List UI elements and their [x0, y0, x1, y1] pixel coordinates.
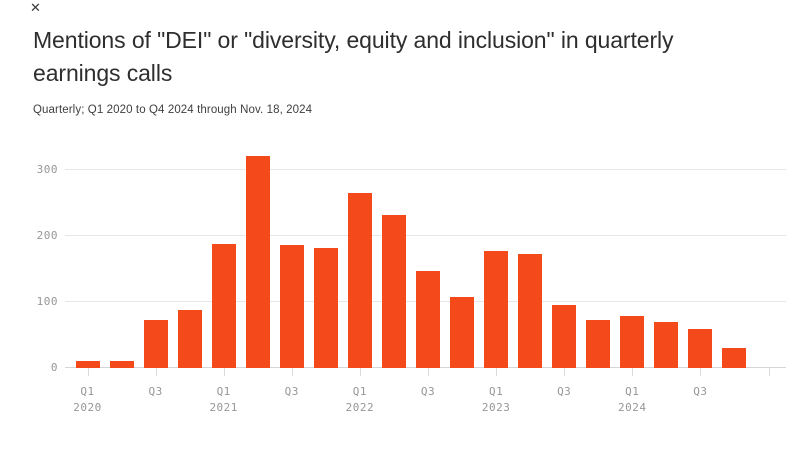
- y-tick-label-100: 100: [36, 294, 58, 308]
- x-tick-7: [564, 368, 566, 376]
- bar-q4-2024: [722, 347, 747, 368]
- x-tick-label-quarter-2: Q1: [216, 385, 231, 398]
- chart-subtitle: Quarterly; Q1 2020 to Q4 2024 through No…: [33, 104, 313, 116]
- x-tick-label-quarter-8: Q1: [625, 385, 640, 398]
- x-tick-label-quarter-3: Q3: [284, 385, 299, 398]
- bar-q4-2020: [177, 309, 202, 368]
- bar-q3-2022: [416, 270, 440, 368]
- x-tick-6: [496, 368, 498, 376]
- x-tick-10: [768, 368, 770, 376]
- bar-q2-2022: [381, 215, 406, 368]
- y-tick-label-0: 0: [50, 361, 58, 374]
- x-tick-label-year-2023: 2023: [481, 401, 511, 414]
- bar-q4-2022: [450, 297, 475, 368]
- x-tick-label-quarter-0: Q1: [80, 385, 95, 398]
- x-tick-4: [359, 368, 361, 376]
- bar-q2-2021: [245, 156, 270, 368]
- x-tick-5: [428, 368, 429, 376]
- y-tick-label-300: 300: [36, 162, 58, 176]
- gridline-y-300: [65, 168, 786, 170]
- x-tick-label-quarter-5: Q3: [420, 385, 436, 398]
- bar-q4-2021: [313, 248, 338, 368]
- bar-q3-2020: [143, 320, 168, 368]
- gridline-y-200: [65, 234, 786, 236]
- x-tick-1: [155, 368, 157, 376]
- x-tick-label-quarter-7: Q3: [557, 385, 572, 398]
- x-tick-0: [87, 368, 89, 376]
- bar-q3-2021: [279, 245, 304, 368]
- x-axis: Q1 2020 Q3 Q1 2021 Q3 Q1 2022 Q3 Q1 2023 Q3 Q1 2024 Q3: [0, 368, 800, 428]
- bar-q1-2023: [484, 251, 509, 368]
- x-tick-3: [291, 368, 293, 376]
- x-tick-label-quarter-6: Q1: [488, 385, 504, 398]
- bar-q4-2023: [586, 319, 611, 368]
- x-tick-2: [223, 368, 225, 376]
- close-icon[interactable]: ✕: [30, 1, 41, 16]
- bar-q3-2023: [552, 305, 577, 368]
- x-tick-label-quarter-1: Q3: [148, 385, 163, 398]
- x-tick-label-year-2021: 2021: [209, 401, 238, 414]
- y-tick-label-200: 200: [36, 228, 58, 242]
- bar-q3-2024: [688, 329, 713, 368]
- bar-q2-2024: [654, 322, 679, 368]
- bar-q1-2021: [211, 244, 236, 368]
- bar-q1-2020: [75, 361, 100, 368]
- x-tick-8: [632, 368, 634, 376]
- x-tick-label-year-2022: 2022: [345, 401, 375, 414]
- x-tick-label-year-2024: 2024: [618, 401, 647, 414]
- x-tick-label-quarter-4: Q1: [352, 385, 368, 398]
- x-tick-9: [700, 368, 702, 376]
- bar-q1-2024: [620, 316, 645, 368]
- bar-q2-2020: [109, 361, 134, 368]
- x-tick-label-year-2020: 2020: [73, 401, 102, 414]
- chart-title: Mentions of "DEI" or "diversity, equity …: [33, 27, 674, 86]
- x-tick-label-quarter-9: Q3: [693, 385, 708, 398]
- bar-q1-2022: [347, 192, 372, 368]
- bar-q2-2023: [518, 254, 543, 368]
- plot-area: 0 100 200 300: [0, 148, 800, 374]
